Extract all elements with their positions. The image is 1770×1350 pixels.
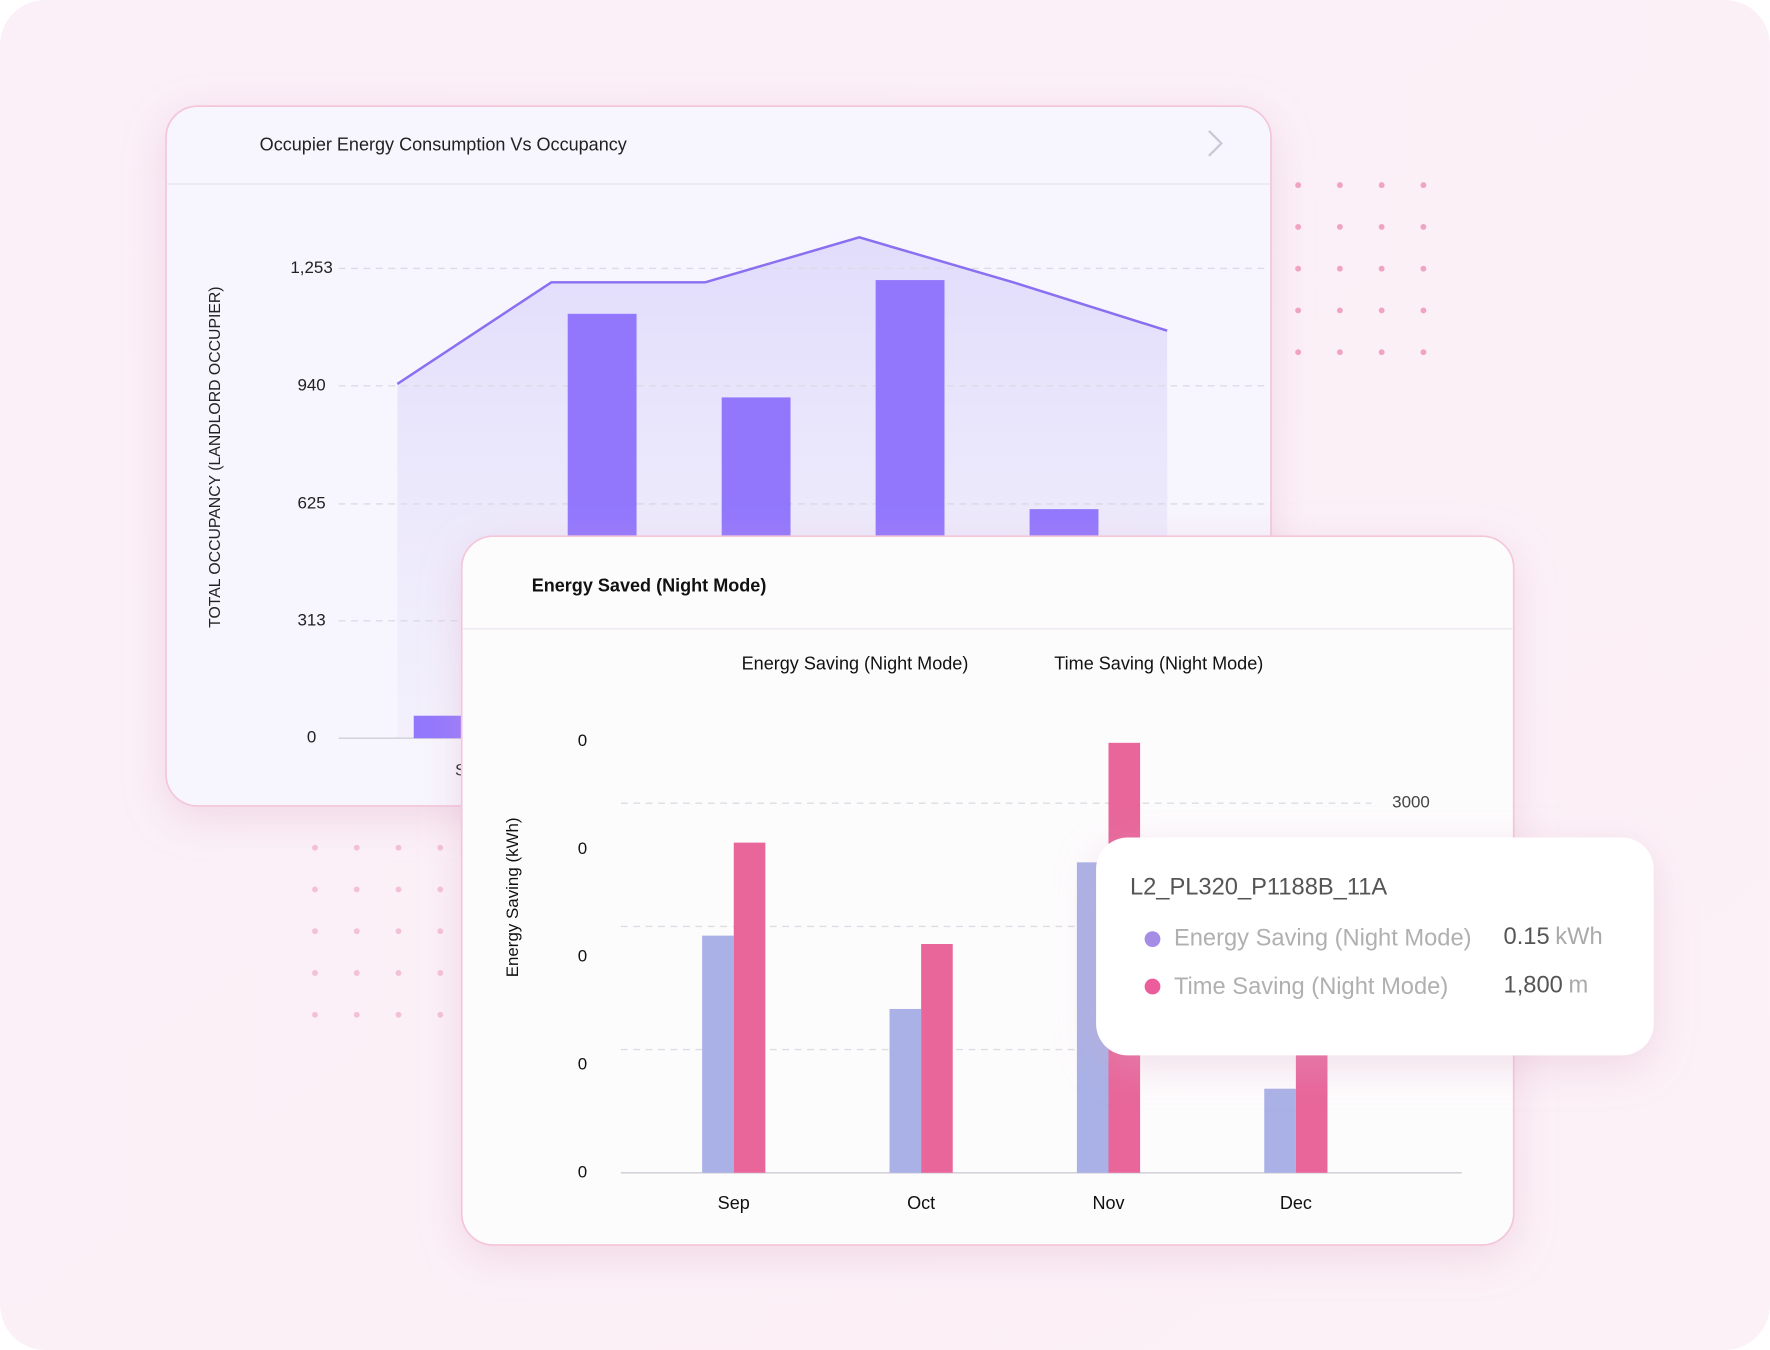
legend-entry[interactable]: Time Saving (Night Mode) [1054,654,1263,674]
y2-tick-label: 3000 [1392,793,1430,812]
dot [312,886,318,893]
chart-title: Occupier Energy Consumption Vs Occupancy [260,134,627,154]
unit: m [1568,973,1588,999]
y-tick-label: 0 [578,731,587,750]
dot [1295,349,1302,356]
dot [1420,265,1427,272]
dot [312,844,318,851]
bar [921,944,953,1173]
dot [437,970,444,976]
line [396,236,1168,385]
dot [1420,182,1427,189]
bar [1295,1037,1328,1173]
y-tick-label: 0 [578,839,587,858]
dot [1295,223,1302,230]
dot [353,886,360,893]
y-tick-label: 0 [307,728,316,747]
dot [1336,307,1343,314]
chart-title: Energy Saved (Night Mode) [532,576,767,596]
dot [1420,307,1427,314]
dot [1378,265,1385,272]
dot [437,886,444,893]
dot [437,844,444,851]
bar [733,842,766,1173]
y-tick-label: 1,253 [290,258,332,277]
dot [312,1011,318,1018]
dot [353,928,360,935]
x-tick-label: Nov [1092,1193,1124,1213]
tooltip-marker [1144,978,1161,995]
y-tick-label: 313 [297,610,325,629]
tooltip-series: Energy Saving (Night Mode) [1174,925,1472,951]
tooltip-title: L2_PL320_P1188B_11A [1130,875,1387,901]
decoration-dots [312,182,1427,1018]
y-axis-title: TOTAL OCCUPANCY (LANDLORD OCCUPIER) [207,286,224,627]
value: 0.15 [1504,924,1550,950]
dot [1295,265,1302,272]
y-tick-label: 940 [297,375,325,394]
y-tick-label: 0 [578,947,587,966]
dot [353,1011,360,1018]
dot [1420,349,1427,356]
dot [395,844,402,851]
tooltip-value: 0.15 kWh [1504,924,1603,950]
bar [702,935,734,1173]
dot [437,1011,444,1018]
dot [1336,265,1343,272]
x-tick-label: Oct [907,1193,935,1213]
dot [395,928,402,935]
dot [1295,182,1302,189]
tooltip-box [1096,837,1654,1056]
y-tick-label: 0 [578,1162,587,1181]
unit: kWh [1555,924,1602,950]
y-tick-label: 625 [297,493,325,512]
value: 1,800 [1504,973,1563,999]
dot [353,844,360,851]
x-tick-label: Dec [1280,1193,1312,1213]
legend-entry[interactable]: Energy Saving (Night Mode) [742,654,969,674]
y-axis-title: Energy Saving (kWh) [503,817,522,977]
dot [1336,349,1343,356]
arrow-icon[interactable] [1208,130,1223,157]
dot [1378,223,1385,230]
dot [395,1011,402,1018]
dot [353,970,360,976]
y-tick-label: 0 [578,1054,587,1073]
tooltip-value: 1,800 m [1504,973,1589,999]
tooltip-series: Time Saving (Night Mode) [1174,974,1448,1000]
dot [1336,223,1343,230]
dot [1378,349,1385,356]
dot [1336,182,1343,189]
x-tick-label: Sep [718,1193,750,1213]
dot [1295,307,1302,314]
tooltip-marker [1144,931,1161,948]
tooltip: L2_PL320_P1188B_11A Energy Saving (Night… [1096,837,1654,1056]
dot [1378,182,1385,189]
dot [395,970,402,976]
dot [395,886,402,893]
bar [889,1008,922,1173]
dot [1378,307,1385,314]
bar [1264,1088,1296,1173]
dot [312,970,318,976]
dot [312,928,318,935]
dot [1420,223,1427,230]
dot [437,928,444,935]
